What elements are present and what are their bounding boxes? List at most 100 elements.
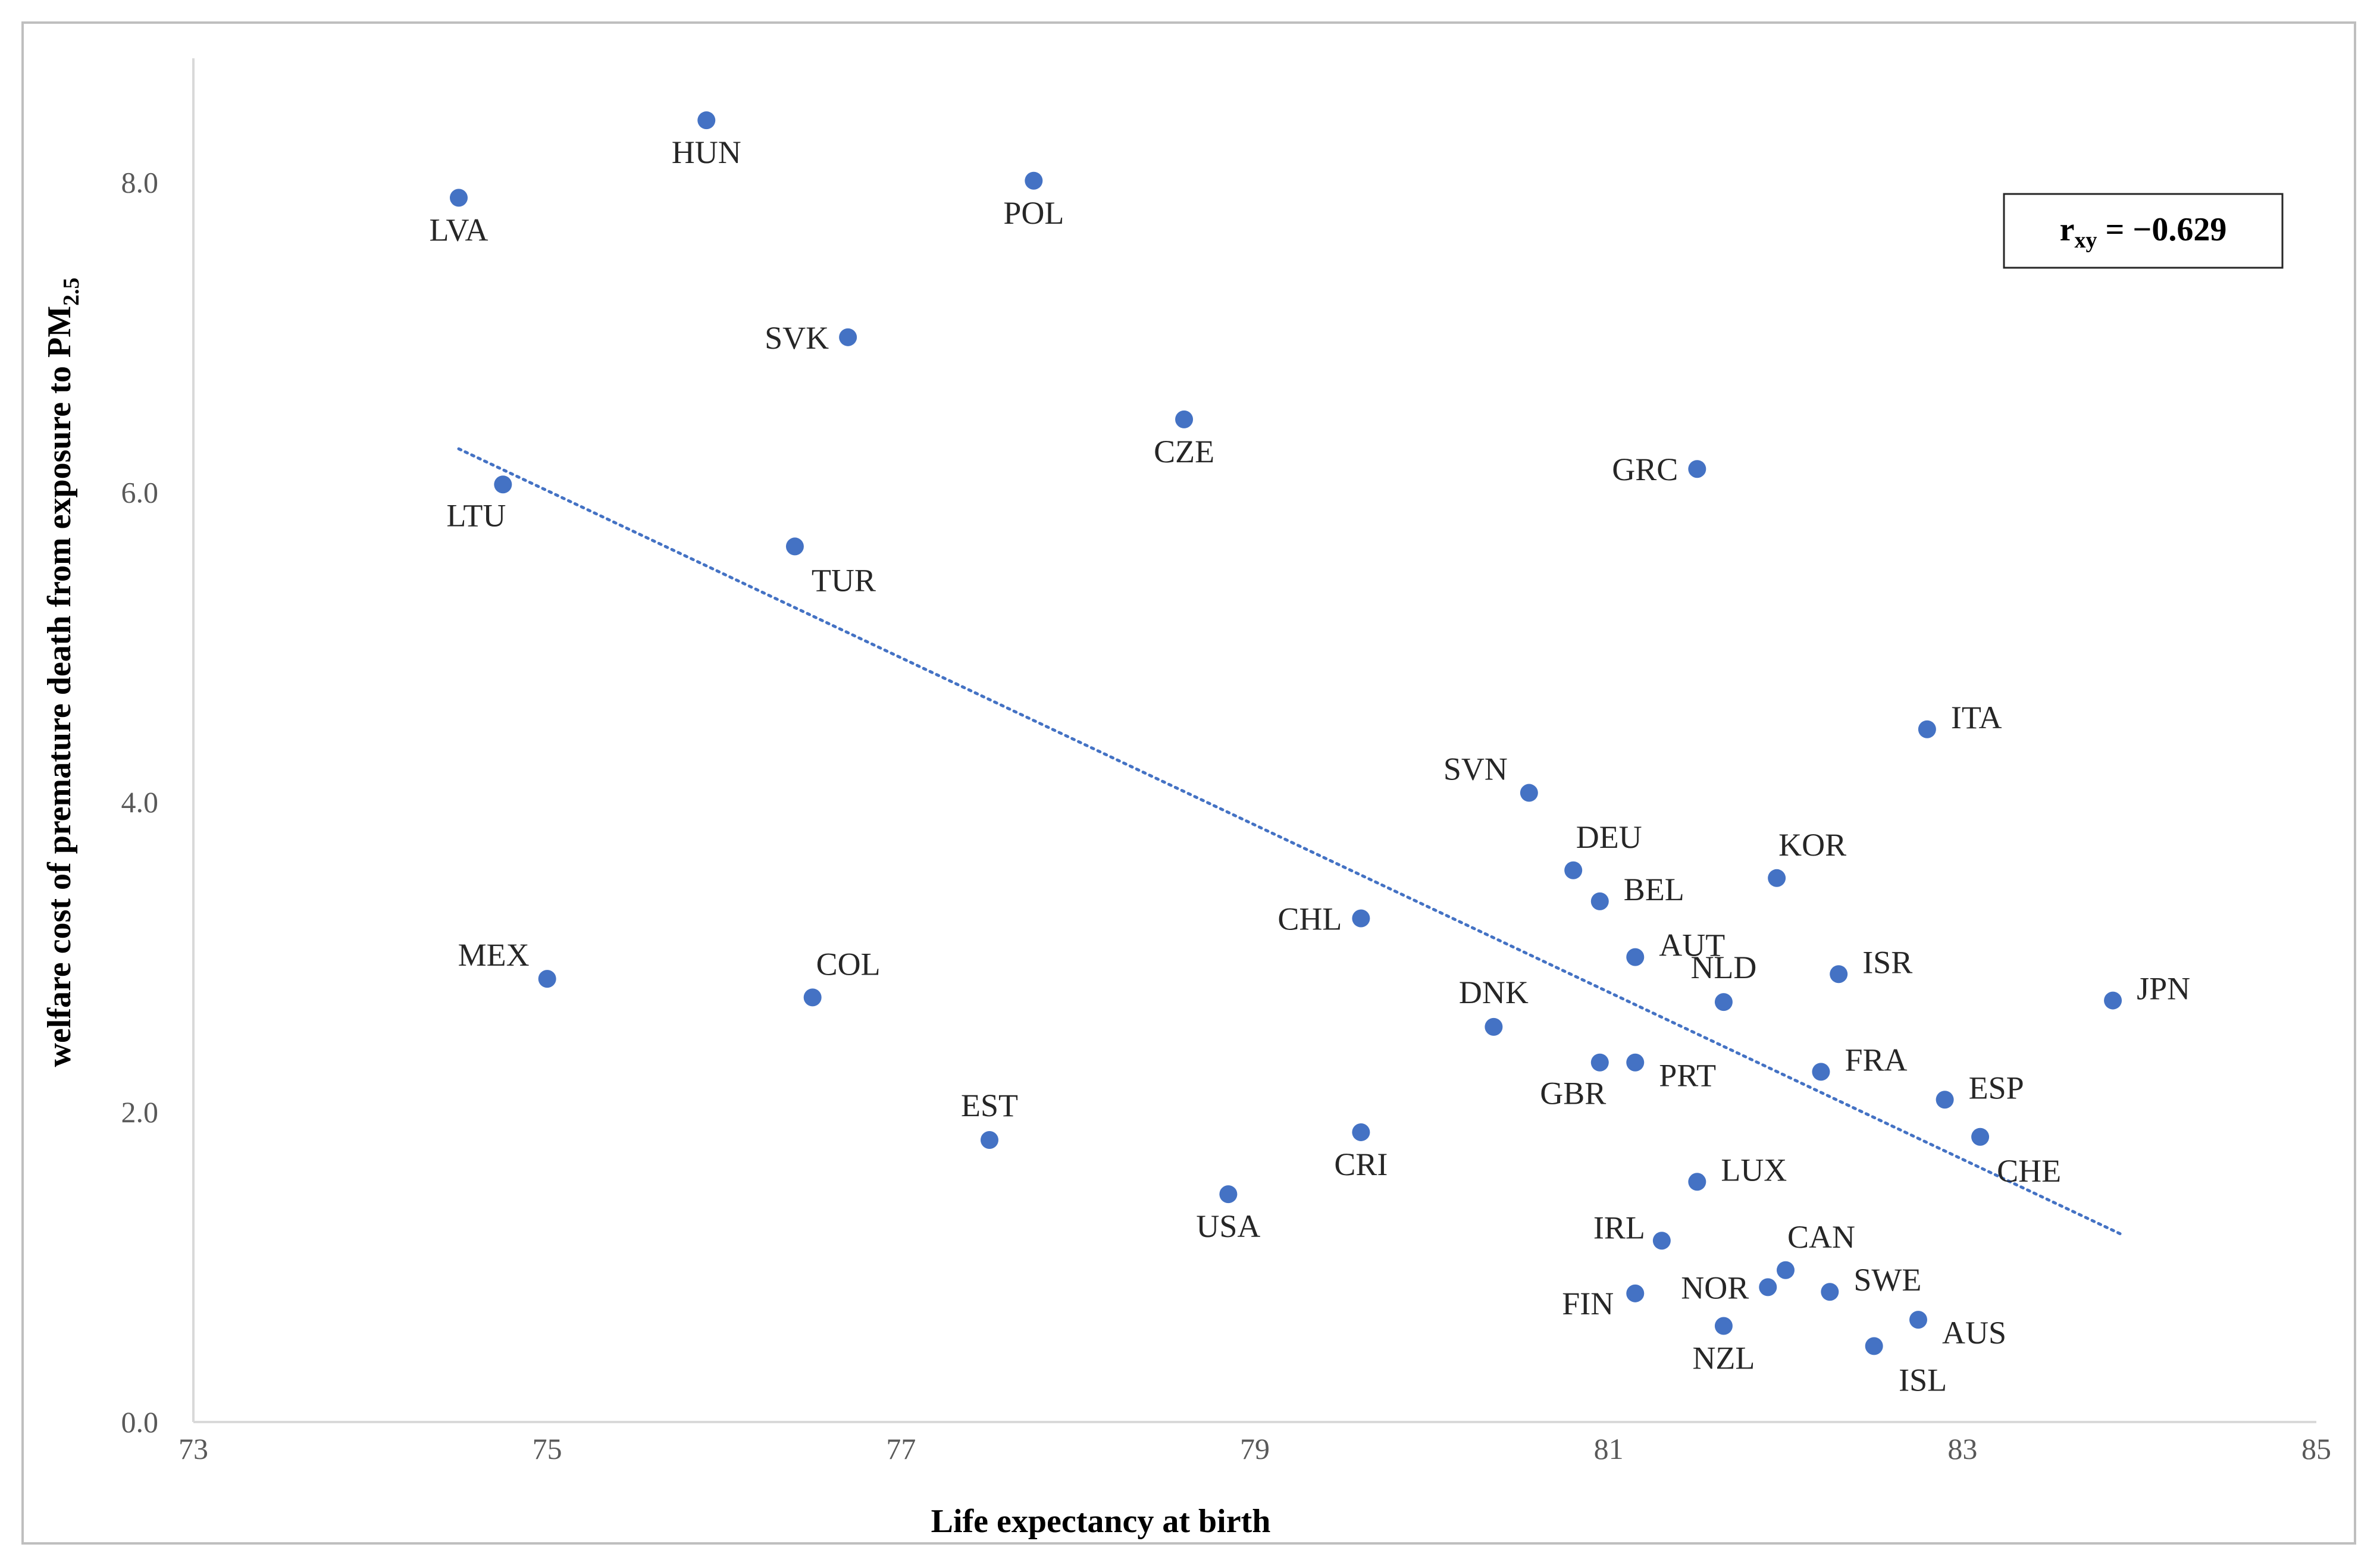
point-label-svk: SVK [765, 320, 829, 356]
point-label-lva: LVA [429, 212, 488, 248]
correlation-subscript: xy [2075, 228, 2097, 253]
data-point-hun [697, 111, 716, 130]
y-tick-label-2-0: 2.0 [121, 1095, 159, 1129]
trendline-group [457, 447, 2124, 1236]
y-tick-labels: 0.0 2.0 4.0 6.0 8.0 [121, 165, 159, 1439]
x-tick-label-73: 73 [178, 1432, 208, 1465]
data-point-irl [1652, 1232, 1671, 1250]
point-label-isr: ISR [1862, 944, 1912, 980]
point-labels: LVA HUN POL SVK CZE GRC LTU TUR ITA SVN DEU KOR BEL C… [429, 134, 2190, 1398]
data-point-ita [1918, 720, 1936, 738]
data-point-nor [1759, 1278, 1777, 1296]
data-point-ltu [494, 475, 512, 494]
point-label-fra: FRA [1844, 1042, 1907, 1078]
x-tick-label-77: 77 [886, 1432, 916, 1465]
point-label-can: CAN [1787, 1219, 1855, 1255]
point-label-est: EST [961, 1088, 1018, 1123]
point-label-nld: NLD [1690, 950, 1756, 985]
point-label-gbr: GBR [1540, 1076, 1606, 1111]
point-label-pol: POL [1003, 195, 1064, 231]
data-point-aus [1909, 1311, 1927, 1329]
correlation-value: = −0.629 [2106, 211, 2227, 248]
data-point-mex [538, 970, 556, 988]
data-point-est [981, 1130, 998, 1149]
data-point-fra [1812, 1063, 1830, 1081]
data-point-dnk [1485, 1017, 1503, 1036]
data-point-usa [1219, 1185, 1238, 1204]
point-label-nzl: NZL [1692, 1341, 1755, 1376]
data-point-bel [1590, 892, 1609, 910]
y-axis-title-subscript: 2.5 [59, 278, 84, 306]
point-label-bel: BEL [1624, 872, 1684, 907]
y-tick-label-8-0: 8.0 [121, 165, 159, 199]
point-label-esp: ESP [1969, 1070, 2024, 1105]
correlation-box-border [2003, 193, 2284, 269]
data-point-col [803, 988, 822, 1007]
point-label-nor: NOR [1681, 1270, 1749, 1305]
data-point-fin [1626, 1284, 1645, 1302]
data-point-chl [1352, 909, 1370, 928]
point-label-ita: ITA [1951, 700, 2002, 735]
data-point-nzl [1714, 1317, 1733, 1335]
y-tick-label-6-0: 6.0 [121, 475, 159, 509]
data-point-deu [1564, 861, 1583, 879]
point-label-kor: KOR [1778, 827, 1846, 863]
point-label-swe: SWE [1853, 1262, 1921, 1298]
data-point-svk [839, 328, 857, 346]
data-point-jpn [2104, 991, 2122, 1010]
point-label-dnk: DNK [1459, 975, 1529, 1010]
trendline [457, 447, 2124, 1236]
data-point-cze [1175, 410, 1194, 428]
chart-frame [21, 21, 2356, 1545]
data-point-esp [1936, 1091, 1954, 1109]
point-label-cze: CZE [1154, 434, 1214, 469]
point-label-fin: FIN [1562, 1286, 1614, 1321]
x-tick-label-81: 81 [1594, 1432, 1624, 1465]
point-label-cri: CRI [1334, 1147, 1388, 1182]
data-point-kor [1768, 869, 1786, 887]
y-axis-title-main: welfare cost of premature death from exp… [41, 306, 78, 1067]
point-label-jpn: JPN [2137, 971, 2190, 1007]
point-label-irl: IRL [1593, 1210, 1645, 1245]
x-tick-labels: 73 75 77 79 81 83 85 [178, 1432, 2331, 1465]
data-point-aut [1626, 948, 1645, 966]
data-point-can [1777, 1261, 1795, 1279]
data-point-che [1971, 1127, 1990, 1146]
data-point-nld [1714, 993, 1733, 1011]
point-label-aus: AUS [1942, 1315, 2006, 1351]
data-point-cri [1352, 1123, 1370, 1141]
data-point-lva [450, 189, 468, 207]
data-point-tur [785, 537, 804, 556]
point-label-svn: SVN [1443, 751, 1508, 787]
data-point-svn [1520, 784, 1538, 802]
point-label-usa: USA [1196, 1208, 1260, 1244]
x-axis-title: Life expectancy at birth [931, 1503, 1271, 1540]
x-tick-label-83: 83 [1947, 1432, 1977, 1465]
correlation-symbol: r [2060, 211, 2075, 248]
data-point-prt [1626, 1053, 1645, 1072]
y-axis-title: welfare cost of premature death from exp… [41, 278, 84, 1067]
point-label-hun: HUN [672, 134, 741, 170]
correlation-annotation: rxy = −0.629 [2060, 211, 2227, 253]
x-tick-label-85: 85 [2301, 1432, 2331, 1465]
point-label-ltu: LTU [446, 497, 506, 533]
data-point-isl [1865, 1337, 1883, 1355]
data-point-lux [1688, 1173, 1706, 1191]
data-point-gbr [1590, 1053, 1609, 1072]
x-tick-label-79: 79 [1240, 1432, 1270, 1465]
y-tick-label-4-0: 4.0 [121, 785, 159, 819]
x-tick-label-75: 75 [533, 1432, 562, 1465]
point-label-isl: ISL [1899, 1362, 1947, 1398]
data-points [450, 111, 2122, 1355]
point-label-mex: MEX [458, 937, 530, 973]
data-point-pol [1025, 171, 1043, 190]
point-label-tur: TUR [812, 562, 876, 598]
y-tick-label-0-0: 0.0 [121, 1405, 159, 1439]
point-label-prt: PRT [1659, 1058, 1716, 1094]
correlation-box: rxy = −0.629 [2003, 193, 2284, 269]
data-point-isr [1830, 965, 1848, 984]
point-label-col: COL [816, 946, 881, 982]
point-label-aut: AUT [1659, 928, 1725, 963]
point-label-che: CHE [1997, 1153, 2061, 1189]
